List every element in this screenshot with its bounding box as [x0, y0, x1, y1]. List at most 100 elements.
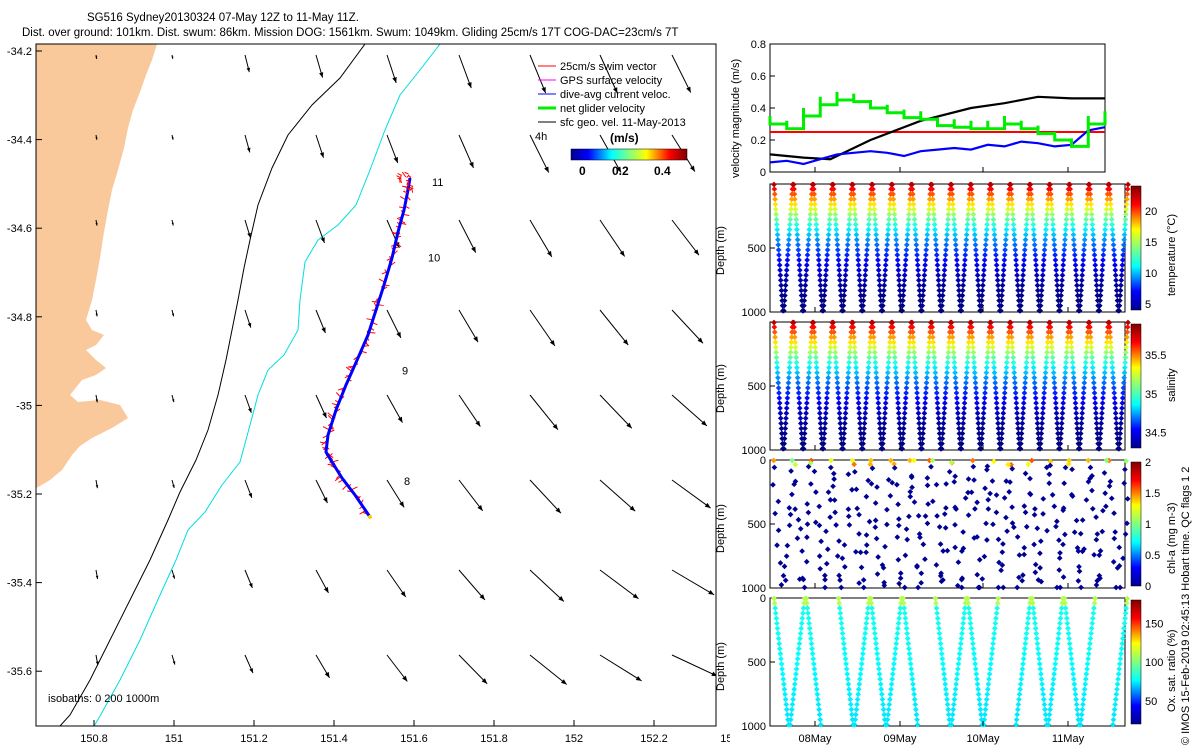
- data-point: [992, 241, 999, 248]
- geo-arrow-head: [95, 484, 99, 489]
- data-point: [798, 625, 805, 632]
- vel-ytick-0: 0: [760, 167, 766, 179]
- geo-arrow-head: [400, 591, 406, 597]
- geo-arrow-head: [172, 484, 175, 488]
- data-point: [939, 430, 946, 437]
- data-point: [1036, 655, 1042, 662]
- data-point: [954, 400, 961, 406]
- data-point: [954, 582, 961, 589]
- data-point: [997, 307, 1004, 314]
- data-point: [972, 506, 978, 512]
- data-point: [872, 221, 879, 228]
- data-point: [981, 405, 987, 411]
- data-point: [1034, 277, 1040, 284]
- data-point: [1036, 661, 1043, 667]
- data-point: [892, 650, 898, 657]
- data-point: [1119, 400, 1126, 406]
- data-point: [895, 272, 902, 279]
- data-point: [873, 236, 880, 243]
- data-point: [995, 425, 1002, 432]
- data-point: [976, 292, 982, 299]
- data-point: [801, 435, 808, 442]
- data-point: [1013, 721, 1019, 728]
- data-point: [955, 415, 962, 422]
- data-point: [899, 440, 906, 447]
- data-point: [845, 681, 852, 687]
- data-point: [954, 405, 961, 411]
- data-point: [1121, 236, 1127, 243]
- geo-arrow-head: [629, 505, 636, 512]
- data-point: [1030, 216, 1036, 223]
- data-point: [1085, 457, 1092, 464]
- data-point: [1080, 400, 1086, 406]
- data-point: [872, 524, 879, 531]
- sal-ylabel: Depth (m): [715, 364, 727, 413]
- data-point: [950, 344, 957, 351]
- data-point: [1024, 344, 1031, 351]
- data-point: [1006, 489, 1012, 495]
- data-point: [1039, 277, 1046, 284]
- data-point: [1064, 344, 1070, 351]
- data-point: [879, 696, 886, 703]
- data-point: [1000, 267, 1007, 273]
- data-point: [1070, 676, 1077, 682]
- data-point: [952, 686, 959, 693]
- geo-arrow-head: [246, 147, 251, 153]
- data-point: [1078, 415, 1085, 422]
- geo-arrow: [458, 219, 477, 253]
- data-point: [994, 410, 1001, 417]
- data-point: [971, 655, 978, 662]
- data-point: [960, 620, 966, 627]
- data-point: [1027, 324, 1034, 330]
- data-point: [841, 542, 848, 548]
- swim-vector: [404, 171, 409, 175]
- data-point: [892, 221, 899, 228]
- data-point: [992, 379, 999, 386]
- data-point: [994, 405, 1000, 411]
- data-point: [916, 287, 923, 294]
- data-point: [1086, 319, 1093, 326]
- data-point: [1023, 364, 1030, 371]
- data-point: [876, 666, 882, 672]
- data-point: [984, 466, 990, 473]
- data-point: [1107, 196, 1114, 203]
- data-point: [895, 625, 901, 632]
- data-point: [1077, 292, 1084, 299]
- data-point: [1078, 420, 1085, 427]
- data-point: [774, 620, 780, 627]
- data-point: [775, 630, 781, 637]
- data-point: [831, 339, 838, 346]
- data-point: [812, 676, 819, 682]
- land-mass: [36, 44, 157, 488]
- data-point: [1050, 681, 1056, 687]
- data-point: [1016, 696, 1022, 703]
- salinity-ytick-1: 1000: [742, 445, 766, 457]
- chl-ylabel: Depth (m): [715, 504, 727, 553]
- data-point: [1068, 650, 1074, 657]
- data-point: [968, 319, 975, 326]
- data-point: [1076, 307, 1083, 314]
- data-point: [1013, 395, 1019, 401]
- data-point: [1104, 339, 1110, 346]
- data-point: [979, 576, 986, 582]
- data-point: [1008, 461, 1014, 468]
- series-2: [769, 126, 1106, 166]
- data-point: [1032, 390, 1039, 396]
- data-point: [1077, 721, 1084, 728]
- data-point: [952, 522, 958, 528]
- data-point: [1017, 445, 1024, 452]
- data-point: [795, 385, 802, 391]
- data-point: [924, 475, 931, 481]
- data-point: [830, 186, 837, 192]
- data-point: [795, 516, 802, 523]
- data-point: [1044, 206, 1051, 213]
- data-point: [872, 630, 878, 637]
- data-point: [1113, 425, 1120, 432]
- data-point: [1008, 334, 1015, 341]
- data-point: [1052, 262, 1059, 268]
- data-point: [962, 390, 969, 396]
- data-point: [788, 711, 795, 718]
- series-net: [768, 92, 1107, 148]
- data-point: [956, 292, 963, 299]
- data-point: [1071, 252, 1078, 258]
